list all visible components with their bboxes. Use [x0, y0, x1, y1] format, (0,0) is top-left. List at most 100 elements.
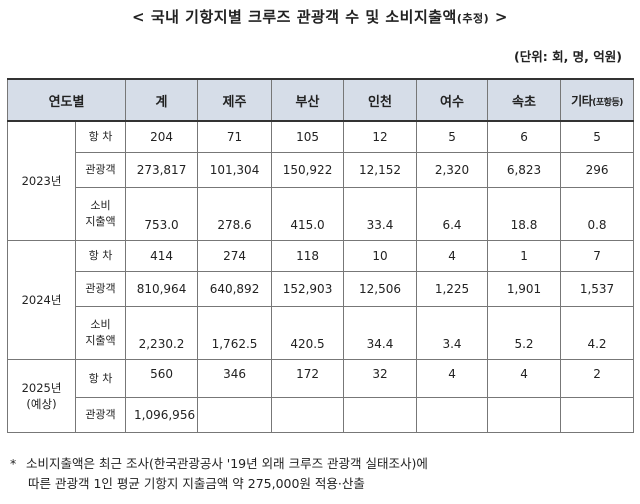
table-cell: 7 — [560, 240, 635, 272]
table-cell: 71 — [197, 120, 273, 153]
row-label-spend-2: 지출액 — [85, 334, 116, 347]
table-cell: 118 — [271, 240, 345, 272]
year-2025-label: 2025년 — [21, 381, 62, 395]
row-label-port-calls: 항 차 — [74, 240, 127, 272]
table-row: 소비 지출액 2,230.2 1,762.5 420.5 34.4 3.4 5.2… — [8, 306, 635, 360]
table-cell: 753.0 — [125, 187, 199, 241]
table-cell: 3.4 — [416, 306, 489, 360]
table-cell: 152,903 — [271, 271, 345, 307]
header-sokcho: 속초 — [487, 78, 562, 122]
table-cell: 6.4 — [416, 187, 489, 241]
table-cell: 1,537 — [560, 271, 635, 307]
table-cell: 274 — [197, 240, 273, 272]
footnote-line-2: 따른 관광객 1인 평균 기항지 지출금액 약 275,000원 적용·산출 — [28, 476, 365, 491]
table-cell: 415.0 — [271, 187, 345, 241]
table-cell: 12,506 — [343, 271, 418, 307]
table-cell: 414 — [125, 240, 199, 272]
table-row: 관광객 810,964 640,892 152,903 12,506 1,225… — [8, 271, 635, 307]
table-cell: 1 — [487, 240, 562, 272]
table-cell: 278.6 — [197, 187, 273, 241]
row-label-spend-1: 소비 — [90, 199, 111, 212]
year-2024: 2024년 — [7, 240, 76, 360]
row-label-spend: 소비 지출액 — [74, 306, 127, 360]
table-cell: 346 — [197, 359, 273, 398]
table-cell: 560 — [125, 359, 199, 398]
year-2025-note: (예상) — [26, 397, 57, 411]
table-cell: 296 — [560, 152, 635, 188]
row-label-tourists: 관광객 — [74, 271, 127, 307]
table-cell: 5.2 — [487, 306, 562, 360]
table-cell: 1,225 — [416, 271, 489, 307]
table-cell: 12 — [343, 120, 418, 153]
footnote-line-1: * 소비지출액은 최근 조사(한국관광공사 '19년 외래 크루즈 관광객 실태조… — [10, 454, 630, 474]
table-cell: 12,152 — [343, 152, 418, 188]
table-cell: 105 — [271, 120, 345, 153]
row-label-tourists: 관광객 — [74, 397, 127, 433]
table-cell: 420.5 — [271, 306, 345, 360]
table-cell: 4 — [487, 359, 562, 398]
table-cell: 1,901 — [487, 271, 562, 307]
table-cell: 204 — [125, 120, 199, 153]
page-title: < 국내 기항지별 크루즈 관광객 수 및 소비지출액(추정) > — [0, 6, 640, 27]
table-cell: 32 — [343, 359, 418, 398]
table-cell: 33.4 — [343, 187, 418, 241]
table-cell-empty — [343, 397, 418, 433]
row-label-tourists: 관광객 — [74, 152, 127, 188]
table-cell-empty — [271, 397, 345, 433]
row-label-port-calls: 항 차 — [74, 359, 127, 398]
footnote-text-1: 소비지출액은 최근 조사(한국관광공사 '19년 외래 크루즈 관광객 실태조사… — [26, 456, 428, 471]
title-tail: > — [489, 8, 508, 26]
header-year: 연도별 — [6, 78, 127, 122]
year-2025: 2025년 (예상) — [7, 359, 76, 433]
table-cell: 5 — [416, 120, 489, 153]
header-etc: 기타(포항등) — [560, 78, 635, 122]
unit-label: (단위: 회, 명, 억원) — [514, 49, 622, 64]
header-jeju: 제주 — [197, 78, 273, 122]
header-yeosu: 여수 — [416, 78, 489, 122]
table-cell: 150,922 — [271, 152, 345, 188]
table-cell: 34.4 — [343, 306, 418, 360]
row-label-spend-2: 지출액 — [85, 215, 116, 228]
table-cell: 5 — [560, 120, 635, 153]
header-etc-sub: (포항등) — [592, 97, 623, 108]
table-cell: 1,762.5 — [197, 306, 273, 360]
table-cell: 18.8 — [487, 187, 562, 241]
year-2023: 2023년 — [7, 120, 76, 241]
table-cell: 0.8 — [560, 187, 635, 241]
footnote-mark: * — [10, 456, 17, 471]
table-cell: 810,964 — [125, 271, 199, 307]
table-cell-empty — [416, 397, 489, 433]
title-suffix: (추정) — [456, 12, 490, 25]
table-cell: 1,096,956 — [125, 397, 199, 433]
table-row: 2023년 항 차 204 71 105 12 5 6 5 — [7, 120, 635, 241]
table-cell: 273,817 — [125, 152, 199, 188]
table-cell: 4 — [416, 359, 489, 398]
header-busan: 부산 — [271, 78, 345, 122]
header-etc-main: 기타 — [571, 93, 593, 108]
header-incheon: 인천 — [343, 78, 418, 122]
table-row: 2024년 항 차 414 274 118 10 4 1 7 — [7, 240, 635, 360]
table-cell-empty — [560, 397, 635, 433]
table-cell-empty — [197, 397, 273, 433]
row-label-port-calls: 항 차 — [74, 120, 127, 153]
table-cell: 2 — [560, 359, 635, 398]
cruise-stats-table: 연도별 계 제주 부산 인천 여수 속초 기타(포항등) 2023년 항 차 2… — [6, 78, 635, 433]
table-row: 2025년 (예상) 항 차 560 346 172 32 4 4 2 — [7, 359, 635, 433]
table-row: 관광객 273,817 101,304 150,922 12,152 2,320… — [8, 152, 635, 188]
footnote: * 소비지출액은 최근 조사(한국관광공사 '19년 외래 크루즈 관광객 실태조… — [10, 454, 630, 494]
header-row: 연도별 계 제주 부산 인천 여수 속초 기타(포항등) — [6, 78, 635, 122]
table-cell: 6,823 — [487, 152, 562, 188]
table-cell: 10 — [343, 240, 418, 272]
title-main: < 국내 기항지별 크루즈 관광객 수 및 소비지출액 — [132, 8, 457, 26]
table-row: 관광객 1,096,956 — [8, 397, 635, 433]
table-cell: 6 — [487, 120, 562, 153]
table-cell: 2,320 — [416, 152, 489, 188]
table-cell-empty — [487, 397, 562, 433]
table-cell: 2,230.2 — [125, 306, 199, 360]
table-cell: 172 — [271, 359, 345, 398]
table-cell: 4.2 — [560, 306, 635, 360]
table-cell: 101,304 — [197, 152, 273, 188]
table-cell: 4 — [416, 240, 489, 272]
